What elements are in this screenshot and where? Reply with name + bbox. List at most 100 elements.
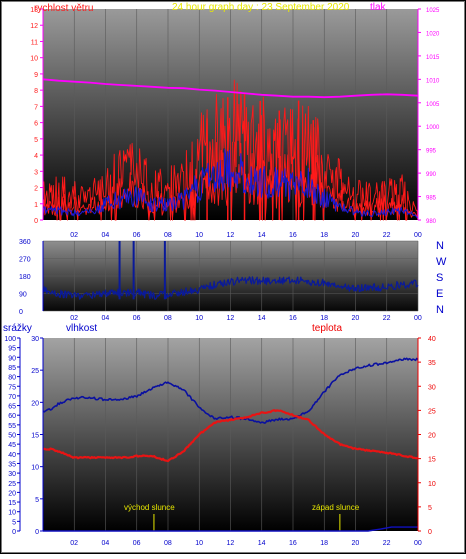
- rain-tick-label: 70: [8, 394, 16, 401]
- pressure-tick-label: 980: [426, 219, 437, 225]
- wind-direction-x-tick-label: 12: [227, 315, 235, 322]
- temp-humidity-panel: 02 04 06 08 10 12 14 16 18 20 22 00 051015202530354…: [4, 336, 436, 547]
- temperature-series-line: [42, 409, 419, 463]
- wind-pressure-x-tick-label: 12: [227, 232, 235, 239]
- temp-humidity-x-tick-label: 02: [70, 540, 78, 547]
- rain-tick-label: 50: [8, 433, 16, 440]
- direction-tick-label: 0: [19, 309, 23, 316]
- rain-tick-label: 65: [8, 404, 16, 411]
- pressure-tick-label: 1015: [426, 55, 440, 61]
- temp-humidity-x-tick-label: 18: [320, 540, 328, 547]
- temp-humidity-x-tick-label: 04: [102, 540, 110, 547]
- wind-direction-series-line: [42, 276, 419, 300]
- direction-tick-label: 180: [19, 274, 31, 281]
- temp-humidity-x-tick-label: 10: [195, 540, 203, 547]
- wind-direction-x-tick-label: 22: [383, 315, 391, 322]
- wind-pressure-x-tick-label: 08: [164, 232, 172, 239]
- wind-speed-tick-label: 8: [34, 88, 38, 95]
- rain-tick-label: 10: [8, 510, 16, 517]
- wind-direction-x-tick-label: 02: [70, 315, 78, 322]
- wind-speed-label: rychlost větru: [34, 3, 93, 14]
- wind-pressure-x-tick-label: 10: [195, 232, 203, 239]
- temperature-tick-label: 15: [428, 457, 436, 464]
- humidity-tick-label: 5: [35, 497, 39, 504]
- wind-direction-x-tick-label: 00: [414, 315, 422, 322]
- wind-direction-x-tick-label: 10: [195, 315, 203, 322]
- humidity-tick-label: 15: [31, 433, 39, 440]
- rain-tick-label: 35: [8, 461, 16, 468]
- rain-tick-label: 25: [8, 481, 16, 488]
- pressure-tick-label: 1005: [426, 102, 440, 108]
- rain-tick-label: 15: [8, 500, 16, 507]
- wind-direction-x-tick-label: 18: [320, 315, 328, 322]
- compass-label: S: [436, 272, 443, 284]
- wind-direction-x-tick-label: 16: [289, 315, 297, 322]
- wind-pressure-x-tick-label: 16: [289, 232, 297, 239]
- wind-pressure-x-tick-label: 20: [352, 232, 360, 239]
- pressure-tick-label: 1010: [426, 78, 440, 84]
- temp-humidity-x-tick-label: 20: [352, 540, 360, 547]
- temperature-tick-label: 5: [428, 505, 432, 512]
- wind-speed-tick-label: 3: [34, 169, 38, 176]
- wind-pressure-x-tick-label: 00: [414, 232, 422, 239]
- wind-speed-tick-label: 0: [34, 218, 38, 225]
- wind-speed-tick-label: 1: [34, 202, 38, 209]
- humidity-tick-label: 25: [31, 368, 39, 375]
- wind-direction-x-tick-label: 08: [164, 315, 172, 322]
- wind-pressure-marks: [42, 78, 419, 221]
- pressure-tick-label: 990: [426, 172, 437, 178]
- pressure-series-line: [42, 78, 419, 99]
- wind-speed-tick-label: 7: [34, 104, 38, 111]
- temp-humidity-x-tick-label: 00: [414, 540, 422, 547]
- temp-humidity-x-tick-label: 06: [133, 540, 141, 547]
- pressure-tick-label: 1000: [426, 125, 440, 131]
- rain-tick-label: 30: [8, 471, 16, 478]
- rain-tick-label: 80: [8, 375, 16, 382]
- temp-humidity-x-tick-label: 08: [164, 540, 172, 547]
- wind-speed-tick-label: 12: [30, 23, 38, 30]
- wind-direction-x-tick-label: 06: [133, 315, 141, 322]
- wind-direction-x-tick-label: 14: [258, 315, 266, 322]
- rain-tick-label: 55: [8, 423, 16, 430]
- sunset-label: západ slunce: [312, 503, 360, 512]
- wind-pressure-x-tick-label: 22: [383, 232, 391, 239]
- temp-humidity-axes: 0510152025303540455055606570758085909510…: [4, 336, 436, 536]
- pressure-label: tlak: [370, 2, 387, 13]
- wind-direction-x-tick-label: 20: [352, 315, 360, 322]
- humidity-series-line: [42, 357, 419, 424]
- rain-tick-label: 90: [8, 355, 16, 362]
- humidity-tick-label: 30: [31, 336, 39, 343]
- rain-tick-label: 20: [8, 490, 16, 497]
- compass-label: E: [436, 288, 443, 300]
- humidity-tick-label: 0: [35, 529, 39, 536]
- wind-pressure-panel: 02 04 06 08 10 12 14 16 18 20 22 00 012345678910111…: [30, 7, 440, 239]
- pressure-tick-label: 995: [426, 149, 437, 155]
- rain-tick-label: 40: [8, 452, 16, 459]
- rain-tick-label: 45: [8, 442, 16, 449]
- direction-tick-label: 270: [19, 257, 31, 264]
- rain-tick-label: 60: [8, 413, 16, 420]
- wind-average-series-line: [42, 148, 419, 219]
- pressure-tick-label: 1025: [426, 8, 440, 14]
- temperature-tick-label: 30: [428, 384, 436, 391]
- temp-humidity-x-tick-label: 14: [258, 540, 266, 547]
- wind-speed-tick-label: 11: [31, 39, 38, 46]
- wind-direction-marks: [42, 241, 419, 300]
- rain-series-line: [43, 526, 418, 532]
- wind-pressure-x-tick-label: 02: [70, 232, 78, 239]
- wind-pressure-x-tick-label: 14: [258, 232, 266, 239]
- direction-tick-label: 360: [19, 239, 31, 246]
- humidity-tick-label: 20: [31, 400, 39, 407]
- humidity-label: vlhkost: [66, 323, 97, 334]
- rain-tick-label: 75: [8, 384, 16, 391]
- temp-humidity-x-tick-label: 16: [289, 540, 297, 547]
- temp-humidity-x-tick-label: 22: [383, 540, 391, 547]
- temp-humidity-marks: [42, 357, 419, 532]
- wind-speed-tick-label: 13: [30, 7, 38, 14]
- compass-label: N: [436, 240, 444, 252]
